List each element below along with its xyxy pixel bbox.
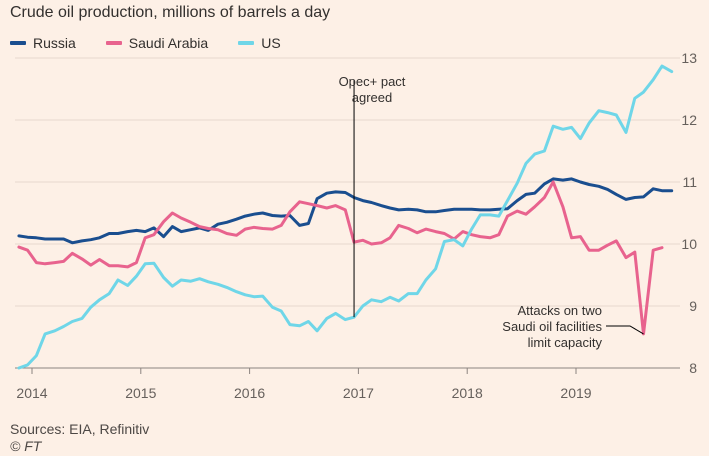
y-tick-label: 12 [681, 112, 697, 128]
x-tick-label: 2019 [560, 385, 591, 401]
y-tick-label: 13 [681, 50, 697, 66]
legend-label-russia: Russia [33, 35, 76, 51]
annotation-text-opec: agreed [352, 90, 392, 105]
x-tick-label: 2016 [234, 385, 265, 401]
credit: © FT [10, 438, 42, 454]
legend-item-russia: Russia [10, 35, 76, 51]
legend-item-saudi-arabia: Saudi Arabia [105, 35, 209, 51]
annotation-leader-attacks [606, 325, 644, 335]
legend-swatch-saudi-arabia [105, 41, 122, 45]
legend-swatch-us [238, 41, 255, 45]
legend-label-saudi-arabia: Saudi Arabia [128, 35, 209, 51]
y-tick-label: 10 [681, 236, 697, 252]
legend-item-us: US [238, 35, 281, 51]
series-line-us [17, 64, 674, 370]
legend: Russia Saudi Arabia US [10, 35, 311, 51]
series-line-russia [17, 177, 674, 245]
source-note: Sources: EIA, Refinitiv [10, 421, 150, 437]
x-tick-label: 2015 [125, 385, 156, 401]
x-tick-label: 2014 [16, 385, 47, 401]
y-tick-label: 9 [689, 298, 697, 314]
annotation-text-attacks: limit capacity [528, 335, 603, 350]
chart-title: Crude oil production, millions of barrel… [10, 4, 331, 21]
legend-swatch-russia [10, 41, 26, 45]
x-tick-label: 2018 [452, 385, 483, 401]
annotation-text-attacks: Saudi oil facilities [502, 319, 602, 334]
legend-label-us: US [261, 35, 281, 51]
annotation-text-attacks: Attacks on two [517, 303, 602, 318]
x-tick-label: 2017 [343, 385, 374, 401]
y-tick-label: 8 [689, 360, 697, 376]
series-line-saudi-arabia [17, 180, 664, 336]
y-tick-label: 11 [682, 174, 697, 190]
annotation-text-opec: Opec+ pact [339, 74, 406, 89]
